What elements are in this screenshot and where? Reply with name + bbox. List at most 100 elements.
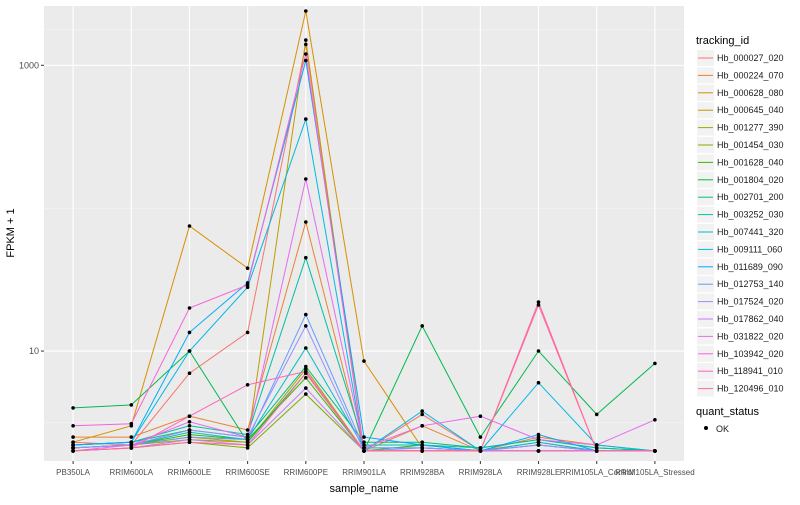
data-point — [245, 437, 250, 442]
legend-label: Hb_000628_080 — [717, 88, 784, 98]
data-point — [187, 224, 192, 228]
data-point — [362, 440, 366, 445]
data-point — [71, 435, 75, 439]
data-point — [420, 409, 425, 413]
legend-label: Hb_007441_320 — [717, 227, 784, 237]
legend-label: Hb_031822_020 — [717, 331, 784, 341]
data-point — [245, 446, 250, 450]
legend-label: Hb_000224_070 — [717, 70, 784, 80]
data-point — [245, 435, 250, 439]
x-tick-label: PB350LA — [56, 468, 90, 477]
x-axis-title: sample_name — [329, 483, 398, 495]
data-point — [187, 420, 192, 424]
data-point — [536, 380, 541, 385]
data-point — [536, 440, 541, 445]
data-point — [129, 443, 134, 447]
data-point — [304, 346, 308, 350]
series-points — [71, 9, 657, 453]
legend-label: Hb_001277_390 — [717, 123, 784, 133]
x-tick-label: RRIM901LA — [342, 468, 386, 477]
data-point — [245, 443, 250, 447]
legend-label: Hb_001804_020 — [717, 175, 784, 185]
x-tick-label: RRIM600SE — [225, 468, 269, 477]
data-point — [187, 424, 192, 428]
data-point — [71, 424, 75, 428]
axes: 10 1000 PB350LA RRIM600LA RRIM600LE RRIM600SE… — [19, 60, 695, 477]
legend-title: tracking_id — [696, 35, 749, 47]
legend-label: Hb_103942_020 — [717, 349, 784, 359]
data-point — [129, 440, 134, 445]
data-point — [536, 435, 541, 439]
data-point — [304, 177, 308, 181]
data-point — [129, 435, 134, 439]
data-point — [304, 38, 308, 42]
data-point — [187, 371, 192, 376]
data-point — [478, 435, 483, 439]
y-axis-title: FPKM + 1 — [5, 208, 17, 257]
data-point — [536, 303, 541, 307]
data-point — [71, 443, 75, 447]
legend-shape-key-point — [704, 426, 708, 430]
data-point — [304, 312, 308, 317]
data-point — [71, 440, 75, 445]
legend-label: Hb_000027_020 — [717, 53, 784, 63]
data-point — [420, 440, 425, 445]
data-point — [594, 443, 599, 447]
legend-shape-label: OK — [716, 424, 729, 434]
data-point — [594, 446, 599, 450]
y-tick-label: 1000 — [19, 60, 39, 70]
data-point — [362, 443, 366, 447]
legend-label: Hb_000645_040 — [717, 105, 784, 115]
data-point — [187, 330, 192, 335]
data-point — [245, 440, 250, 445]
data-point — [304, 364, 308, 369]
data-point — [187, 437, 192, 442]
data-point — [304, 9, 308, 13]
legend-label: Hb_118941_010 — [717, 366, 783, 376]
data-point — [187, 440, 192, 445]
data-point — [129, 446, 134, 450]
data-point — [304, 255, 308, 260]
data-point — [478, 446, 483, 450]
data-point — [129, 403, 134, 407]
legend-label: Hb_011689_090 — [717, 262, 783, 272]
data-point — [187, 306, 192, 310]
data-point — [304, 42, 308, 47]
data-point — [653, 418, 657, 422]
data-point — [304, 220, 308, 224]
data-point — [71, 446, 75, 450]
legend-label: Hb_120496_010 — [717, 384, 784, 394]
data-point — [536, 349, 541, 353]
data-point — [536, 300, 541, 304]
x-tick-label: RRIM928LE — [517, 468, 561, 477]
legend-label: Hb_003252_030 — [717, 210, 784, 220]
data-point — [71, 406, 75, 410]
data-point — [245, 283, 250, 287]
data-point — [71, 449, 75, 453]
data-point — [304, 58, 308, 63]
data-point — [420, 449, 425, 453]
legend-shape-title: quant_status — [696, 406, 759, 418]
data-point — [187, 435, 192, 439]
data-point — [129, 421, 134, 426]
data-point — [536, 432, 541, 437]
data-point — [420, 446, 425, 450]
data-point — [420, 443, 425, 447]
data-point — [536, 449, 541, 453]
data-point — [304, 376, 308, 380]
data-point — [362, 446, 366, 450]
data-point — [594, 412, 599, 417]
x-tick-label: RRIM600PE — [284, 468, 328, 477]
data-point — [187, 414, 192, 419]
data-point — [245, 383, 250, 387]
data-point — [478, 414, 483, 419]
data-point — [362, 359, 366, 363]
x-tick-label: RRIM105LA_Control — [560, 468, 634, 477]
x-tick-label: RRIM105LA_Stressed — [615, 468, 695, 477]
legend-label: Hb_002701_200 — [717, 192, 784, 202]
data-point — [420, 424, 425, 428]
legend-label: Hb_017862_040 — [717, 314, 784, 324]
data-point — [304, 324, 308, 328]
data-point — [420, 412, 425, 417]
